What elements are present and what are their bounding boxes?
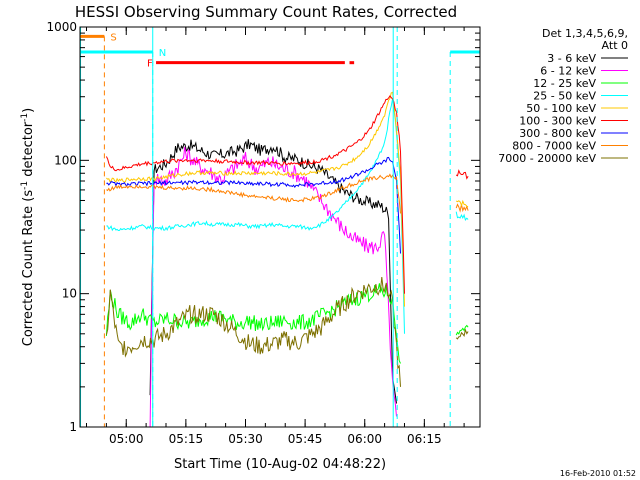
y-tick-label-3: 1000	[46, 20, 77, 34]
flag-label-N: N	[159, 48, 166, 59]
legend-entry-label-7: 800 - 7000 keV	[512, 140, 596, 153]
legend-entry-label-0: 3 - 6 keV	[547, 52, 596, 65]
after-gap-line-5	[455, 328, 469, 340]
legend-entry-label-4: 50 - 100 keV	[526, 102, 596, 115]
legend-entry-label-3: 25 - 50 keV	[533, 90, 596, 103]
x-axis: 05:00 05:15 05:30 05:45 06:00 06:15	[85, 27, 465, 446]
y-axis-label-mid: detector	[21, 121, 36, 181]
flag-label-S: S	[110, 32, 116, 43]
x-tick-label-3: 05:45	[288, 432, 323, 446]
plot-frame	[79, 26, 481, 428]
legend-header-line2: Att 0	[602, 39, 628, 52]
plot-area: S NF	[80, 27, 480, 428]
legend-entry-label-1: 6 - 12 keV	[540, 65, 596, 78]
legend-entry-label-5: 100 - 300 keV	[519, 115, 596, 128]
flag-label-F: F	[147, 59, 153, 70]
x-tick-label-4: 06:00	[347, 432, 382, 446]
after-gap-line-1	[455, 211, 469, 221]
series-line-3	[106, 98, 405, 334]
chart-title: HESSI Observing Summary Count Rates, Cor…	[75, 3, 457, 21]
y-axis-label: Corrected Count Rate (s-1 detector-1)	[20, 108, 36, 346]
after-gap-line-3	[455, 199, 469, 208]
after-gap-line-4	[455, 324, 469, 336]
series-line-0	[149, 139, 397, 404]
series-line-5	[105, 95, 405, 294]
x-tick-label-5: 06:15	[407, 432, 442, 446]
y-axis-label-sup2: -1	[20, 113, 30, 122]
y-tick-label-1: 10	[62, 287, 77, 301]
series-line-2	[105, 283, 401, 364]
series-line-4	[106, 91, 405, 307]
y-axis-label-end: )	[21, 108, 36, 113]
legend-header-line1: Det 1,3,4,5,6,9,	[542, 27, 628, 40]
y-tick-label-2: 100	[54, 153, 77, 167]
legend-entry-label-6: 300 - 800 keV	[519, 127, 596, 140]
legend-entry-label-2: 12 - 25 keV	[533, 77, 596, 90]
flags-layer: S NF	[80, 27, 480, 427]
after-gap-line-2	[455, 203, 469, 213]
legend-entry-label-8: 7000 - 20000 keV	[498, 152, 596, 165]
y-axis-label-sup1: -1	[20, 181, 30, 190]
after-gap-line-0	[455, 169, 469, 180]
x-tick-label-1: 05:15	[169, 432, 204, 446]
x-tick-label-2: 05:30	[228, 432, 263, 446]
series-line-1	[149, 146, 397, 428]
x-axis-label: Start Time (10-Aug-02 04:48:22)	[174, 457, 386, 472]
series-line-6	[106, 156, 401, 254]
y-tick-label-0: 1	[69, 420, 77, 434]
series-layer	[105, 91, 469, 428]
series-line-8	[105, 276, 401, 387]
y-axis-label-main: Corrected Count Rate (s	[21, 190, 36, 347]
y-axis: 1 10 100 1000	[46, 20, 480, 434]
series-line-7	[106, 173, 401, 214]
x-tick-label-0: 05:00	[109, 432, 144, 446]
render-timestamp: 16-Feb-2010 01:52	[560, 469, 636, 478]
